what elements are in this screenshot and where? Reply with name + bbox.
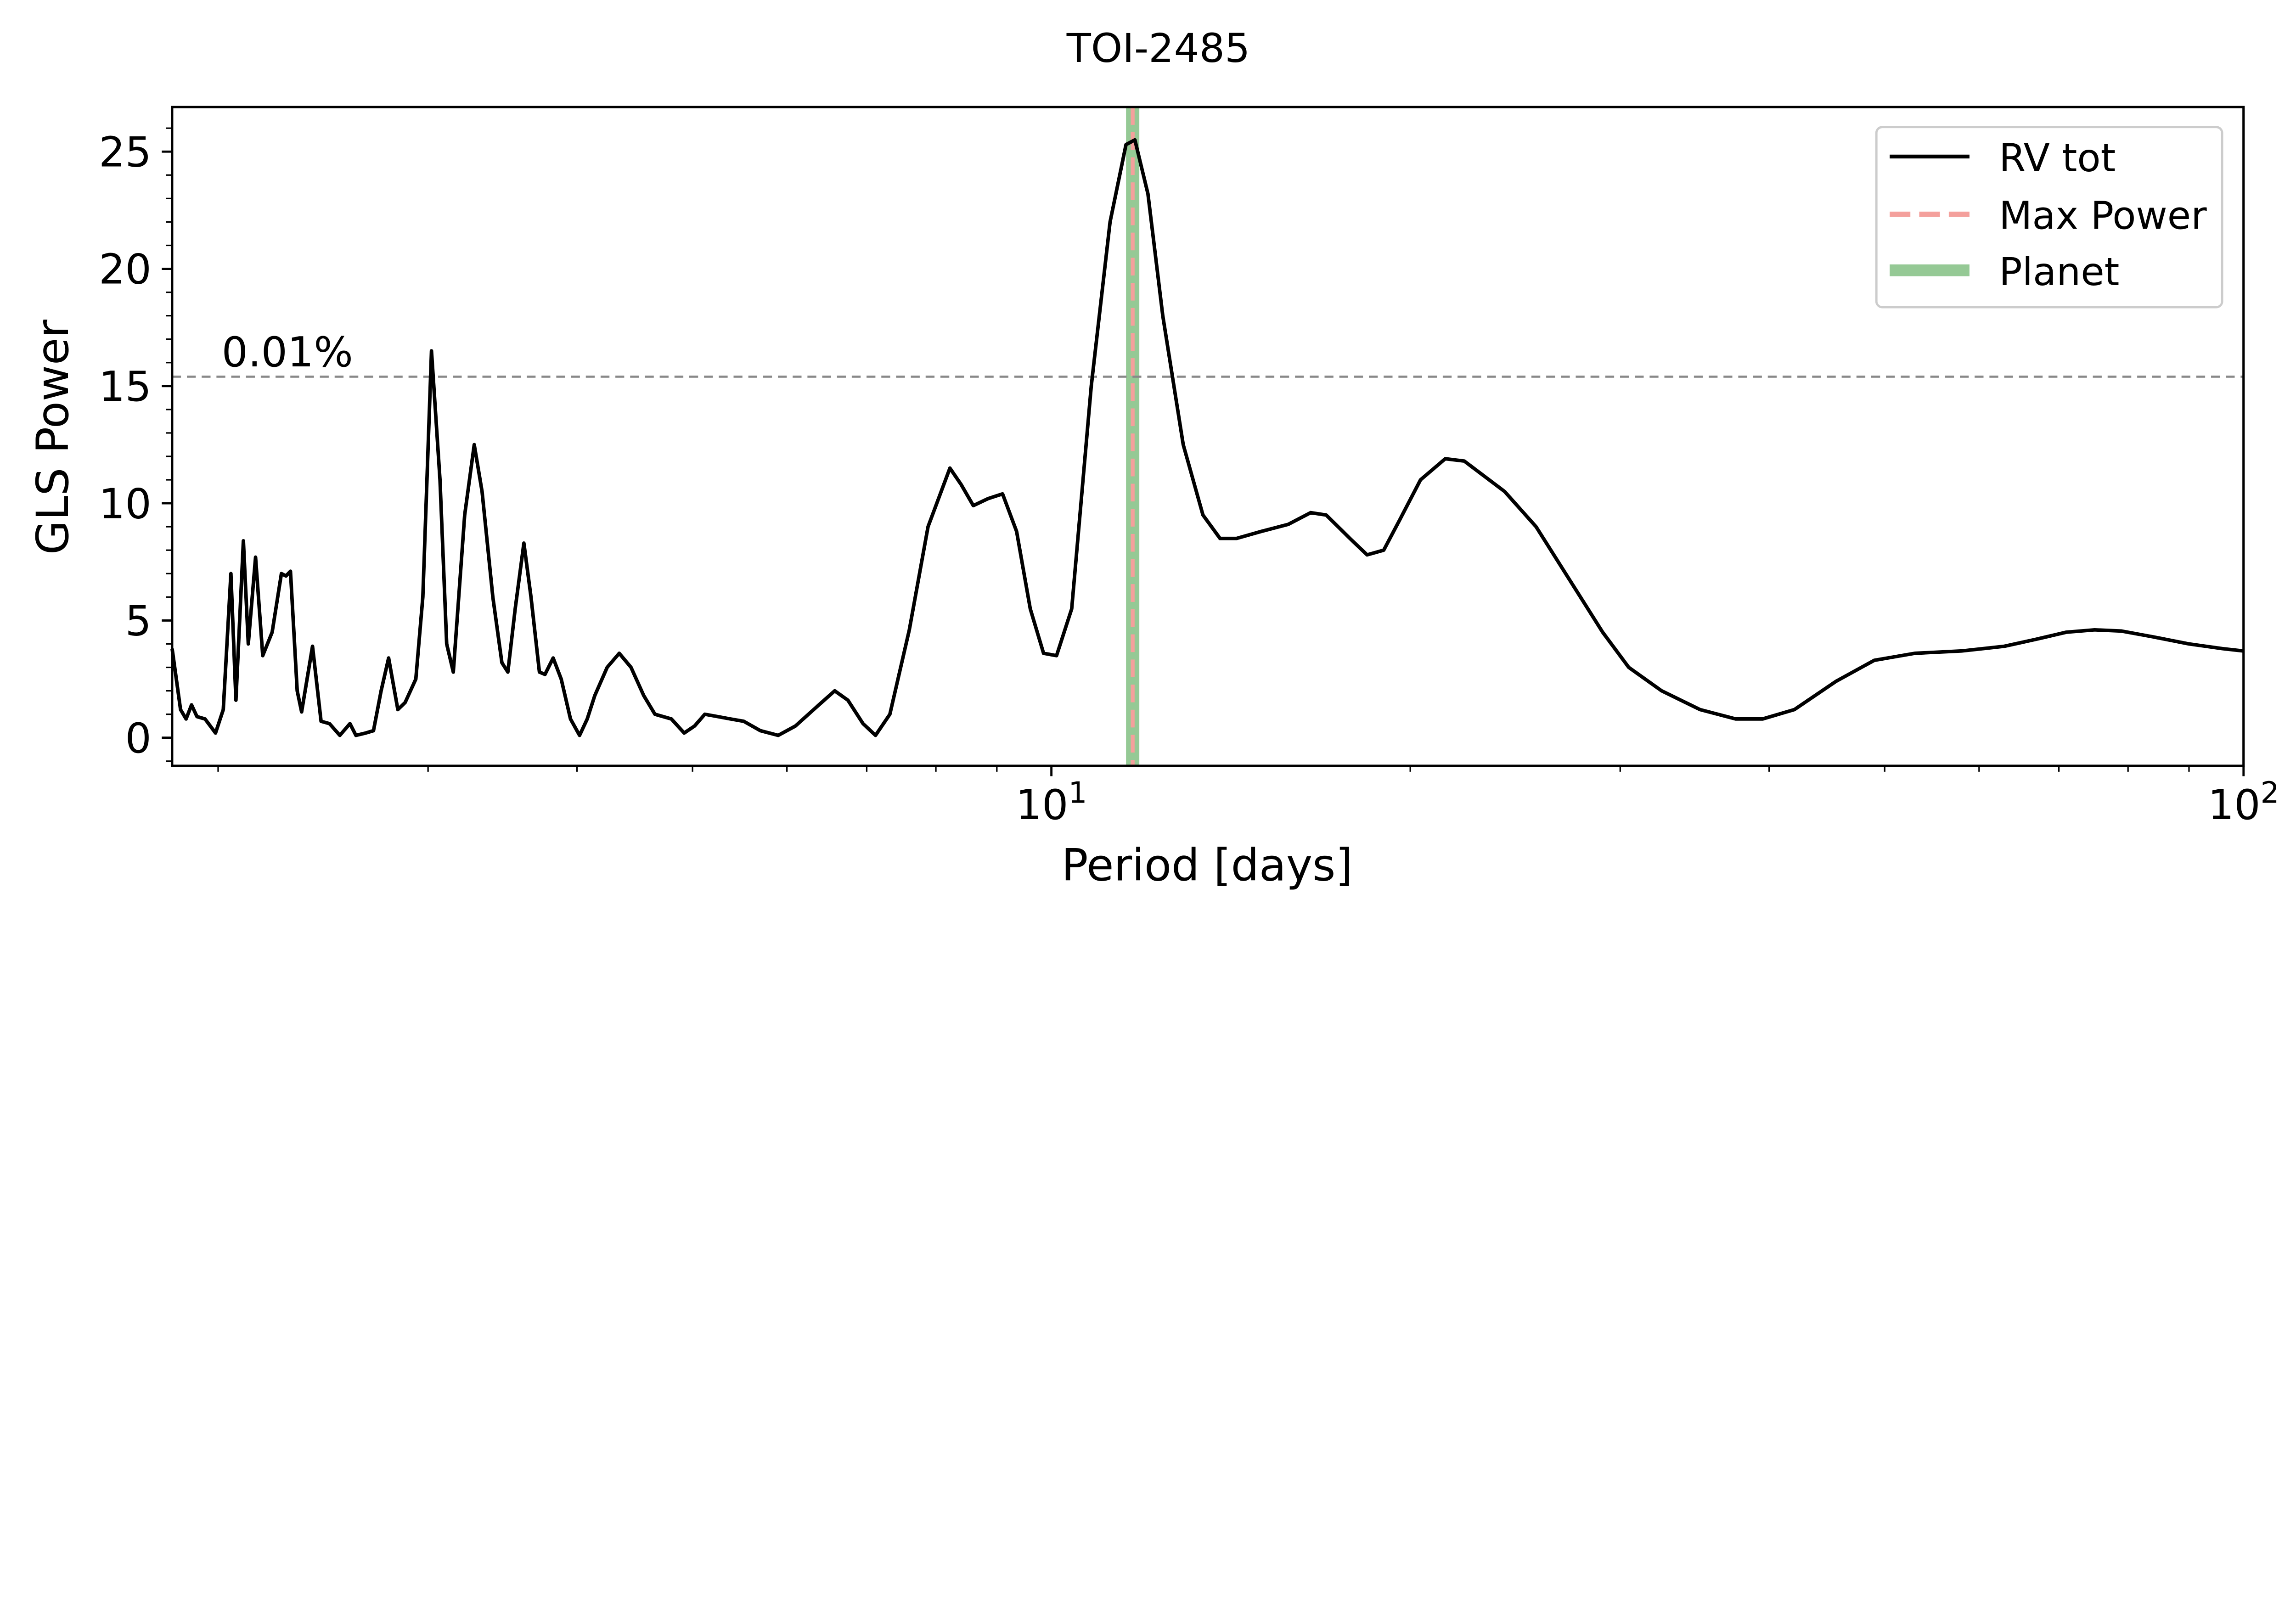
y-tick-label: 5 [125, 597, 151, 646]
chart-title: TOI-2485 [1066, 25, 1250, 72]
legend: RV tot Max Power Planet [1875, 126, 2223, 309]
plot-frame [171, 106, 2245, 767]
legend-box [1875, 126, 2223, 309]
y-tick-label: 0 [125, 714, 151, 763]
x-tick-label: 102 [2208, 775, 2279, 829]
legend-label-planet: Planet [1999, 249, 2119, 294]
axis-ticks: 0 5 10 15 20 25 101 102 [99, 127, 2279, 829]
y-tick-label: 20 [99, 246, 152, 294]
y-tick-label: 10 [99, 480, 152, 528]
x-axis-label: Period [days] [1061, 839, 1353, 891]
legend-label-max-power: Max Power [1999, 193, 2207, 238]
y-tick-label: 15 [99, 363, 152, 411]
x-tick-label: 101 [1016, 775, 1087, 829]
threshold-label: 0.01% [222, 328, 353, 376]
plot-area [170, 107, 2244, 766]
legend-label-rv-tot: RV tot [1999, 135, 2116, 180]
series-line-rv-tot [170, 138, 2244, 737]
y-axis-label: GLS Power [27, 320, 79, 555]
y-tick-label: 25 [99, 128, 152, 176]
